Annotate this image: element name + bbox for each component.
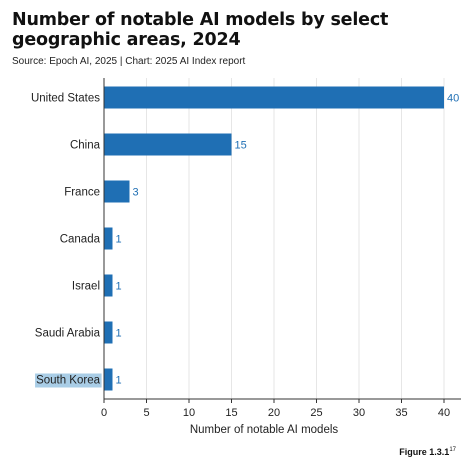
- x-tick-label: 0: [101, 407, 107, 419]
- x-tick-label: 30: [353, 407, 365, 419]
- y-category-label: China: [70, 140, 101, 152]
- bar: [104, 321, 113, 344]
- x-tick-label: 5: [143, 407, 149, 419]
- data-label: 1: [116, 281, 122, 293]
- figure-footnote: 17: [449, 447, 456, 453]
- data-label: 1: [116, 234, 122, 246]
- y-category-label: United States: [31, 93, 100, 105]
- bars: United States 40 China 15 France 3 Canada 1 Isra…: [31, 86, 459, 391]
- y-category-label: South Korea: [36, 375, 101, 387]
- bar: [104, 274, 113, 297]
- y-category-label: Israel: [72, 281, 100, 293]
- x-tick-label: 15: [225, 407, 237, 419]
- figure-number: Figure 1.3.117: [399, 447, 456, 457]
- bar: [104, 227, 113, 250]
- x-tick-label: 25: [310, 407, 322, 419]
- x-tick-label: 40: [438, 407, 450, 419]
- y-category-label: France: [64, 187, 100, 199]
- x-tick-label: 35: [395, 407, 407, 419]
- data-label: 15: [235, 140, 247, 152]
- data-label: 1: [116, 375, 122, 387]
- data-label: 40: [447, 93, 459, 105]
- label-highlight: [35, 373, 102, 388]
- y-category-label: Saudi Arabia: [35, 328, 101, 340]
- x-axis-title: Number of notable AI models: [190, 424, 339, 436]
- bar: [104, 368, 113, 391]
- data-label: 3: [133, 187, 139, 199]
- chart-source: Source: Epoch AI, 2025 | Chart: 2025 AI …: [12, 56, 246, 67]
- grid-lines: [146, 78, 445, 399]
- bar: [104, 86, 444, 109]
- x-axis: 0 5 10 15 20 25 30 35 40: [101, 78, 461, 419]
- bar: [104, 133, 232, 156]
- x-tick-label: 20: [268, 407, 280, 419]
- y-category-label: Canada: [60, 234, 101, 246]
- bar: [104, 180, 130, 203]
- chart-title: Number of notable AI models by select ge…: [12, 10, 389, 50]
- figure-label: Figure 1.3.1: [399, 447, 450, 457]
- data-label: 1: [116, 328, 122, 340]
- x-tick-label: 10: [183, 407, 195, 419]
